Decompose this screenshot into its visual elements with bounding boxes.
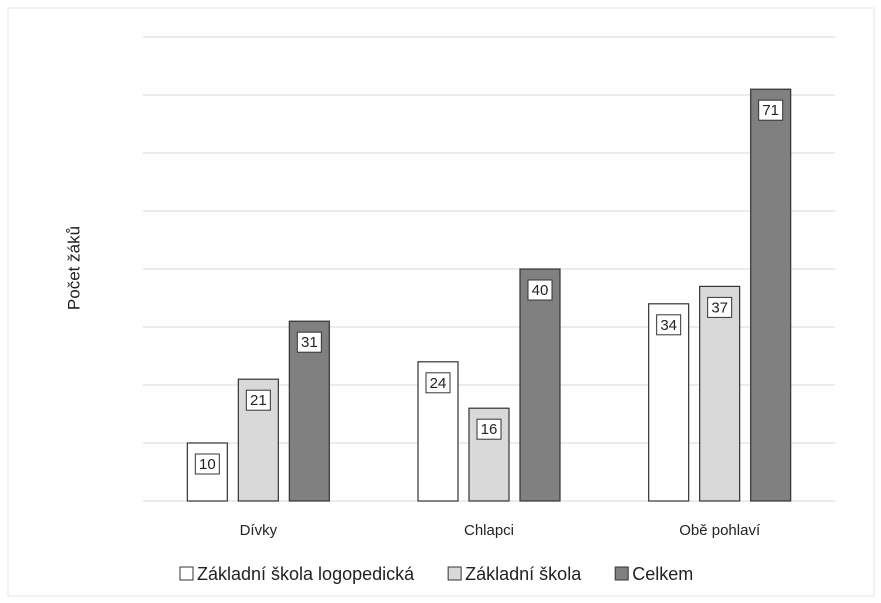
- legend-label: Základní škola logopedická: [197, 564, 415, 584]
- x-tick-label: Chlapci: [464, 522, 514, 539]
- data-label: 10: [199, 456, 216, 473]
- data-label-box: [476, 418, 502, 440]
- data-label-box: [245, 389, 271, 411]
- legend-swatch: [447, 566, 462, 581]
- bar: [648, 303, 690, 502]
- bar: [186, 442, 228, 502]
- data-label-box: [425, 372, 451, 394]
- data-label: 16: [481, 421, 498, 438]
- data-label-box: [194, 453, 220, 475]
- data-label-box: [656, 314, 682, 336]
- data-label: 24: [430, 375, 447, 392]
- bar: [750, 88, 792, 502]
- data-label: 37: [711, 299, 728, 316]
- data-label: 34: [660, 317, 677, 334]
- data-label: 40: [532, 282, 549, 299]
- bar: [519, 268, 561, 502]
- bar: [699, 285, 741, 502]
- data-label-box: [296, 331, 322, 353]
- data-label: 71: [762, 102, 779, 119]
- x-tick-label: Dívky: [240, 522, 278, 539]
- data-label-box: [758, 99, 784, 121]
- legend-label: Celkem: [632, 564, 693, 584]
- legend-swatch: [179, 566, 194, 581]
- chart-frame: [7, 7, 875, 597]
- data-label: 21: [250, 392, 267, 409]
- y-axis-label: Počet žáků: [64, 226, 83, 310]
- legend-swatch: [614, 566, 629, 581]
- data-label: 31: [301, 334, 318, 351]
- data-label-box: [527, 279, 553, 301]
- legend-label: Základní škola: [465, 564, 582, 584]
- x-tick-label: Obě pohlaví: [679, 522, 761, 539]
- data-label-box: [707, 296, 733, 318]
